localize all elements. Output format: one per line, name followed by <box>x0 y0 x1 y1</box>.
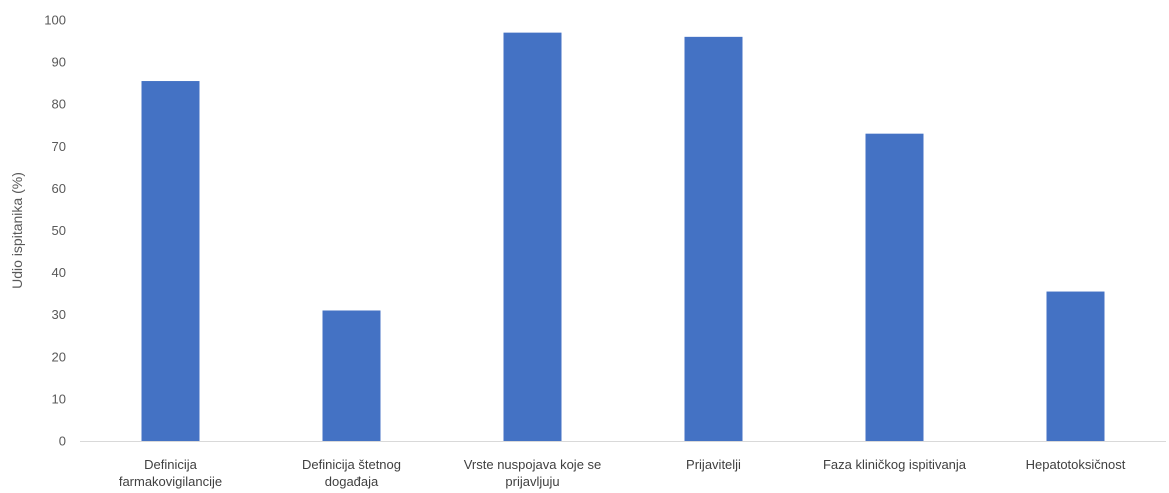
y-tick-label: 70 <box>52 139 66 154</box>
x-tick-label-line: farmakovigilancije <box>119 474 222 489</box>
x-tick-label: Faza kliničkog ispitivanja <box>823 457 967 472</box>
y-tick-label: 40 <box>52 265 66 280</box>
x-tick-label-line: događaja <box>325 474 379 489</box>
y-tick-label: 90 <box>52 55 66 70</box>
y-tick-label: 0 <box>59 434 66 449</box>
y-tick-label: 100 <box>44 13 66 28</box>
x-tick-label-line: Definicija <box>144 457 198 472</box>
x-tick-label: Definicija farmakovigilancije <box>119 457 222 489</box>
x-axis-labels: Definicija farmakovigilancije Definicija š… <box>119 457 1126 489</box>
x-tick-label-line: prijavljuju <box>505 474 559 489</box>
x-tick-label: Definicija štetnog događaja <box>302 457 401 489</box>
x-tick-label-line: Vrste nuspojava koje se <box>464 457 602 472</box>
x-tick-label: Vrste nuspojava koje se prijavljuju <box>464 457 602 489</box>
y-axis-ticks: 0 10 20 30 40 50 60 70 80 90 100 <box>44 13 66 449</box>
bar <box>322 310 381 441</box>
x-tick-label-line: Hepatotoksičnost <box>1026 457 1126 472</box>
y-tick-label: 80 <box>52 97 66 112</box>
y-tick-label: 30 <box>52 307 66 322</box>
x-tick-label: Prijavitelji <box>686 457 741 472</box>
y-tick-label: 10 <box>52 391 66 406</box>
x-tick-label-line: Prijavitelji <box>686 457 741 472</box>
bars <box>141 32 1105 442</box>
x-tick-label-line: Faza kliničkog ispitivanja <box>823 457 967 472</box>
bar <box>1046 291 1105 441</box>
x-tick-label: Hepatotoksičnost <box>1026 457 1126 472</box>
y-tick-label: 20 <box>52 349 66 364</box>
y-tick-label: 60 <box>52 181 66 196</box>
bar <box>141 81 200 442</box>
bar <box>865 133 924 442</box>
y-axis-title: Udio ispitanika (%) <box>9 172 25 289</box>
y-tick-label: 50 <box>52 223 66 238</box>
bar <box>684 36 743 442</box>
bar <box>503 32 562 441</box>
x-tick-label-line: Definicija štetnog <box>302 457 401 472</box>
